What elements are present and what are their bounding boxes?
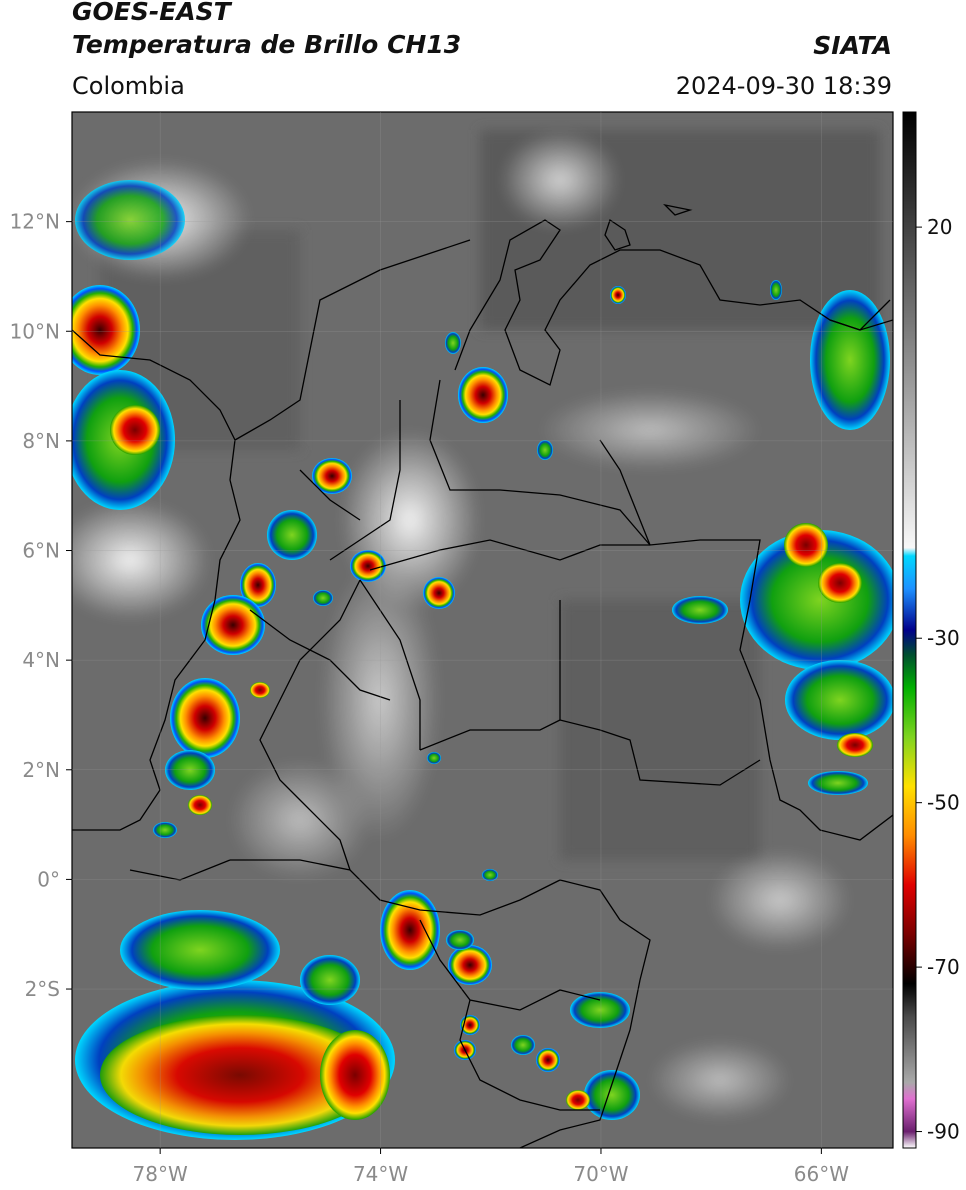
lat-tick-label: 6°N — [22, 539, 60, 563]
agency-label: SIATA — [813, 31, 892, 60]
colorbar-gradient — [902, 111, 917, 1149]
longitude-axis: 78°W 74°W 70°W 66°W — [133, 112, 849, 1186]
lat-tick-label: 2°S — [25, 977, 60, 1001]
colorbar-tick-label: -30 — [927, 626, 960, 650]
colorbar-tick-label: -70 — [927, 955, 960, 979]
region-label: Colombia — [72, 72, 185, 100]
lat-tick-label: 10°N — [10, 319, 60, 343]
colorbar-tick-label: -90 — [927, 1120, 960, 1144]
latitude-axis: 12°N 10°N 8°N 6°N 4°N 2°N 0° 2°S — [10, 210, 893, 1001]
timestamp-label: 2024-09-30 18:39 — [675, 72, 892, 100]
lon-tick-label: 74°W — [353, 1162, 408, 1186]
product-title: Temperatura de Brillo CH13 — [72, 30, 462, 59]
lat-tick-label: 8°N — [22, 429, 60, 453]
satellite-title: GOES-EAST — [72, 0, 231, 26]
lat-tick-label: 0° — [37, 867, 60, 891]
borders-layer — [72, 203, 893, 1148]
lat-tick-label: 12°N — [10, 210, 60, 234]
imagery-layer — [72, 112, 893, 1148]
convective-cells — [72, 180, 893, 1140]
lon-tick-label: 66°W — [794, 1162, 849, 1186]
lon-tick-label: 78°W — [133, 1162, 188, 1186]
lat-tick-label: 2°N — [22, 758, 60, 782]
map-frame — [71, 111, 894, 1149]
lon-tick-label: 70°W — [573, 1162, 628, 1186]
colorbar-tick-label: -50 — [927, 791, 960, 815]
colorbar: 20 -30 -50 -70 -90 — [902, 111, 960, 1149]
colorbar-tick-label: 20 — [927, 215, 952, 239]
lat-tick-label: 4°N — [22, 648, 60, 672]
